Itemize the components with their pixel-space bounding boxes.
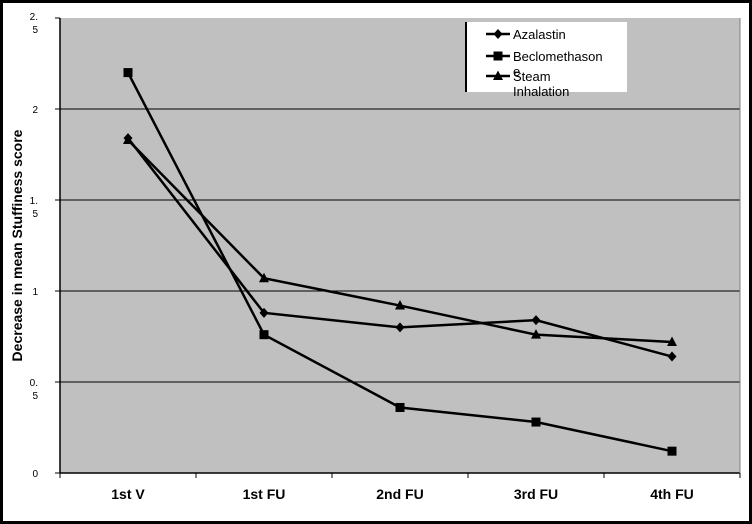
legend-label: Beclomethason e xyxy=(513,49,603,79)
plot-area xyxy=(60,18,740,473)
data-point-triangle xyxy=(259,272,269,283)
series-1 xyxy=(123,68,677,456)
legend-marker-square xyxy=(493,51,503,61)
y-tick-label: 2. 5 xyxy=(30,12,39,36)
y-tick-label: 0. 5 xyxy=(30,378,39,402)
data-point-diamond xyxy=(395,322,405,333)
legend-edge xyxy=(465,22,467,92)
x-tick-label: 3rd FU xyxy=(514,486,558,502)
y-tick-labels: 0 0. 5 1 1. 5 2 2. 5 xyxy=(30,12,39,480)
data-point-triangle xyxy=(123,134,133,144)
x-tick-label: 2nd FU xyxy=(376,486,423,502)
data-point-triangle xyxy=(667,336,677,346)
x-tick-label: 4th FU xyxy=(650,486,694,502)
data-point-square xyxy=(395,402,405,412)
data-point-triangle xyxy=(531,329,541,339)
data-point-diamond xyxy=(531,315,541,326)
y-tick-label: 0 xyxy=(32,469,38,480)
axes xyxy=(59,18,741,478)
gridlines xyxy=(55,17,740,474)
legend-marker-triangle xyxy=(493,70,503,80)
data-point-square xyxy=(531,417,541,427)
series-2 xyxy=(123,134,677,346)
x-tick-labels: 1st V 1st FU 2nd FU 3rd FU 4th FU xyxy=(111,486,694,502)
y-tick-label: 1 xyxy=(32,287,38,298)
data-point-diamond xyxy=(667,351,677,362)
x-tick-label: 1st V xyxy=(111,486,145,502)
y-tick-label: 1. 5 xyxy=(30,196,39,220)
legend-label: Azalastin xyxy=(513,27,566,42)
x-tick-label: 1st FU xyxy=(243,486,286,502)
data-point-diamond xyxy=(259,307,269,318)
data-point-triangle xyxy=(395,300,405,310)
data-point-square xyxy=(123,68,133,78)
y-axis-label: Decrease in mean Stuffiness score xyxy=(9,129,25,361)
y-tick-label: 2 xyxy=(32,105,38,116)
legend-label: Steam Inhalation xyxy=(513,69,569,99)
legend-marker-diamond xyxy=(493,29,503,39)
data-point-square xyxy=(667,446,677,456)
data-point-square xyxy=(259,330,269,340)
series-layer xyxy=(123,68,677,456)
